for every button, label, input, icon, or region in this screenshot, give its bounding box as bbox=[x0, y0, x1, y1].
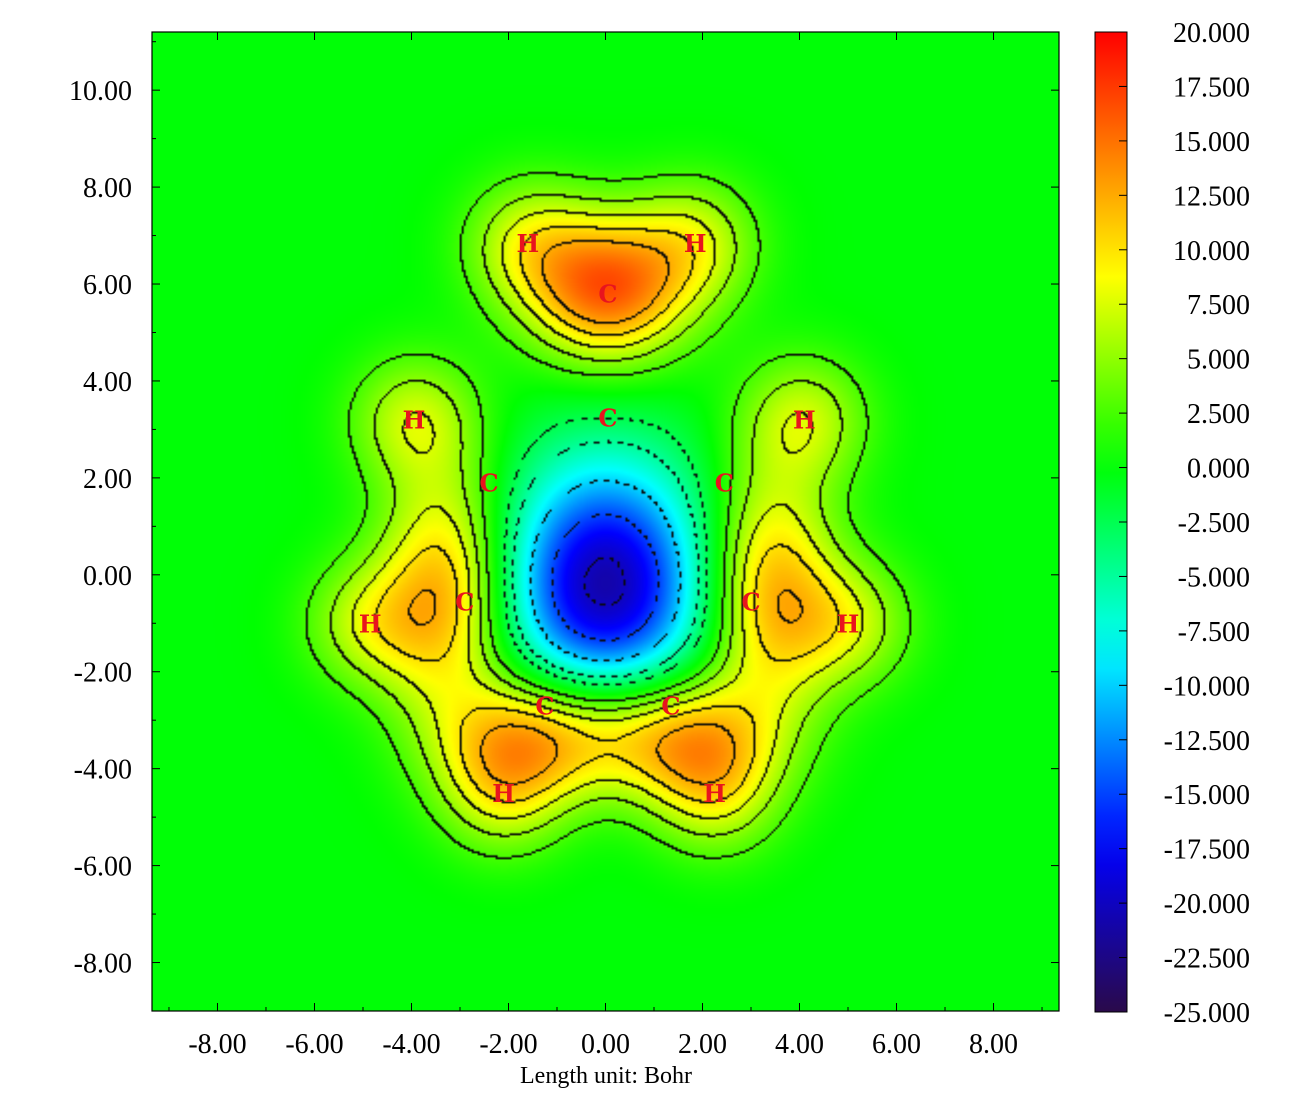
atom-label-c: C bbox=[535, 692, 554, 721]
atom-label-h: H bbox=[684, 229, 707, 258]
x-tick-label: -8.00 bbox=[188, 1029, 246, 1060]
atom-label-c: C bbox=[598, 403, 617, 432]
colorbar-tick-label: 15.000 bbox=[1173, 127, 1250, 158]
colorbar-tick-label: -5.000 bbox=[1178, 562, 1250, 593]
colorbar-tick-label: 7.500 bbox=[1187, 290, 1250, 321]
colorbar-tick-label: -10.000 bbox=[1164, 671, 1250, 702]
y-tick-label: 10.00 bbox=[69, 76, 132, 107]
atom-label-h: H bbox=[517, 229, 540, 258]
y-tick-label: -8.00 bbox=[74, 949, 132, 980]
atom-label-c: C bbox=[480, 469, 499, 498]
atom-label-h: H bbox=[359, 609, 382, 638]
y-tick-label: 6.00 bbox=[83, 270, 132, 301]
colorbar-tick-label: -17.500 bbox=[1164, 835, 1250, 866]
colorbar-tick-label: 0.000 bbox=[1187, 454, 1250, 485]
atom-labels: H H C C H H C C C C H H C C H H bbox=[359, 229, 859, 808]
atom-label-h: H bbox=[837, 609, 860, 638]
x-tick-label: -6.00 bbox=[285, 1029, 343, 1060]
x-tick-label: 2.00 bbox=[678, 1029, 727, 1060]
colorbar-tick-label: -25.000 bbox=[1164, 998, 1250, 1029]
y-tick-label: -4.00 bbox=[74, 755, 132, 786]
x-tick-label: 4.00 bbox=[775, 1029, 824, 1060]
plot-area bbox=[152, 32, 1059, 1011]
y-tick-label: -6.00 bbox=[74, 852, 132, 883]
atom-label-c: C bbox=[598, 280, 617, 309]
colorbar-tick-label: -15.000 bbox=[1164, 780, 1250, 811]
heatmap-raster bbox=[152, 32, 1059, 1011]
atom-label-c: C bbox=[661, 692, 680, 721]
colorbar-tick-label: 17.500 bbox=[1173, 72, 1250, 103]
colorbar-tick-label: -22.500 bbox=[1164, 944, 1250, 975]
x-tick-label: 0.00 bbox=[581, 1029, 630, 1060]
atom-label-h: H bbox=[793, 406, 816, 435]
colorbar-tick-label: -20.000 bbox=[1164, 889, 1250, 920]
colorbar: 20.000 17.500 15.000 12.500 10.000 7.500 5.000… bbox=[1094, 18, 1250, 1029]
atom-label-h: H bbox=[703, 779, 726, 808]
y-tick-label: 2.00 bbox=[83, 464, 132, 495]
y-tick-label: 4.00 bbox=[83, 367, 132, 398]
x-tick-label: 6.00 bbox=[872, 1029, 921, 1060]
colorbar-tick-label: 10.000 bbox=[1173, 236, 1250, 267]
atom-label-c: C bbox=[741, 587, 760, 616]
colorbar-tick-label: 20.000 bbox=[1173, 18, 1250, 49]
colorbar-tick-label: 2.500 bbox=[1187, 399, 1250, 430]
colorbar-tick-label: -12.500 bbox=[1164, 726, 1250, 757]
x-tick-label: 8.00 bbox=[969, 1029, 1018, 1060]
colorbar-tick-label: -2.500 bbox=[1178, 508, 1250, 539]
x-tick-label: -4.00 bbox=[382, 1029, 440, 1060]
y-tick-label: -2.00 bbox=[74, 658, 132, 689]
colorbar-tick-label: -7.500 bbox=[1178, 617, 1250, 648]
y-tick-label: 0.00 bbox=[83, 561, 132, 592]
colorbar-tick-label: 5.000 bbox=[1187, 345, 1250, 376]
atom-label-c: C bbox=[455, 587, 474, 616]
colorbar-tick-label: 12.500 bbox=[1173, 181, 1250, 212]
x-tick-label: -2.00 bbox=[479, 1029, 537, 1060]
atom-label-h: H bbox=[492, 779, 515, 808]
y-tick-label: 8.00 bbox=[83, 173, 132, 204]
atom-label-c: C bbox=[715, 469, 734, 498]
atom-label-h: H bbox=[403, 406, 426, 435]
axes: -8.00 -6.00 -4.00 -2.00 0.00 2.00 4.00 6.00 8.00… bbox=[69, 31, 1060, 1060]
x-axis-title: Length unit: Bohr bbox=[520, 1063, 692, 1089]
